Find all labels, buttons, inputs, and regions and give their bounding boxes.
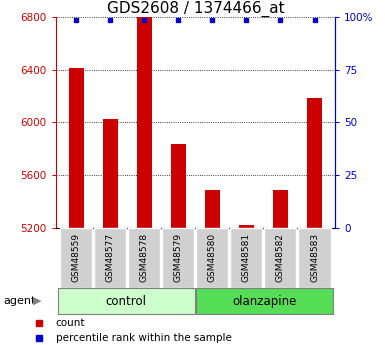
Text: control: control: [105, 295, 147, 307]
Text: GSM48581: GSM48581: [242, 233, 251, 283]
Bar: [230, 228, 263, 288]
Bar: [307, 98, 322, 228]
Bar: [137, 17, 152, 228]
Text: GSM48579: GSM48579: [174, 233, 183, 283]
Bar: [57, 288, 195, 314]
Bar: [69, 68, 84, 228]
Bar: [60, 228, 92, 288]
Title: GDS2608 / 1374466_at: GDS2608 / 1374466_at: [107, 1, 284, 17]
Text: GSM48578: GSM48578: [140, 233, 149, 283]
Bar: [128, 228, 160, 288]
Text: count: count: [56, 318, 85, 328]
Bar: [196, 228, 228, 288]
Bar: [171, 144, 186, 228]
Bar: [205, 189, 220, 228]
Text: percentile rank within the sample: percentile rank within the sample: [56, 333, 232, 343]
Text: GSM48559: GSM48559: [72, 233, 81, 283]
Bar: [196, 288, 333, 314]
Bar: [103, 119, 118, 228]
Bar: [94, 228, 126, 288]
Text: olanzapine: olanzapine: [233, 295, 297, 307]
Text: GSM48577: GSM48577: [106, 233, 115, 283]
Text: GSM48580: GSM48580: [208, 233, 217, 283]
Bar: [239, 225, 254, 228]
Text: agent: agent: [4, 296, 36, 306]
Bar: [264, 228, 296, 288]
Bar: [273, 189, 288, 228]
Text: GSM48582: GSM48582: [276, 233, 285, 283]
Bar: [298, 228, 331, 288]
Text: ▶: ▶: [33, 296, 41, 306]
Text: GSM48583: GSM48583: [310, 233, 319, 283]
Bar: [162, 228, 194, 288]
